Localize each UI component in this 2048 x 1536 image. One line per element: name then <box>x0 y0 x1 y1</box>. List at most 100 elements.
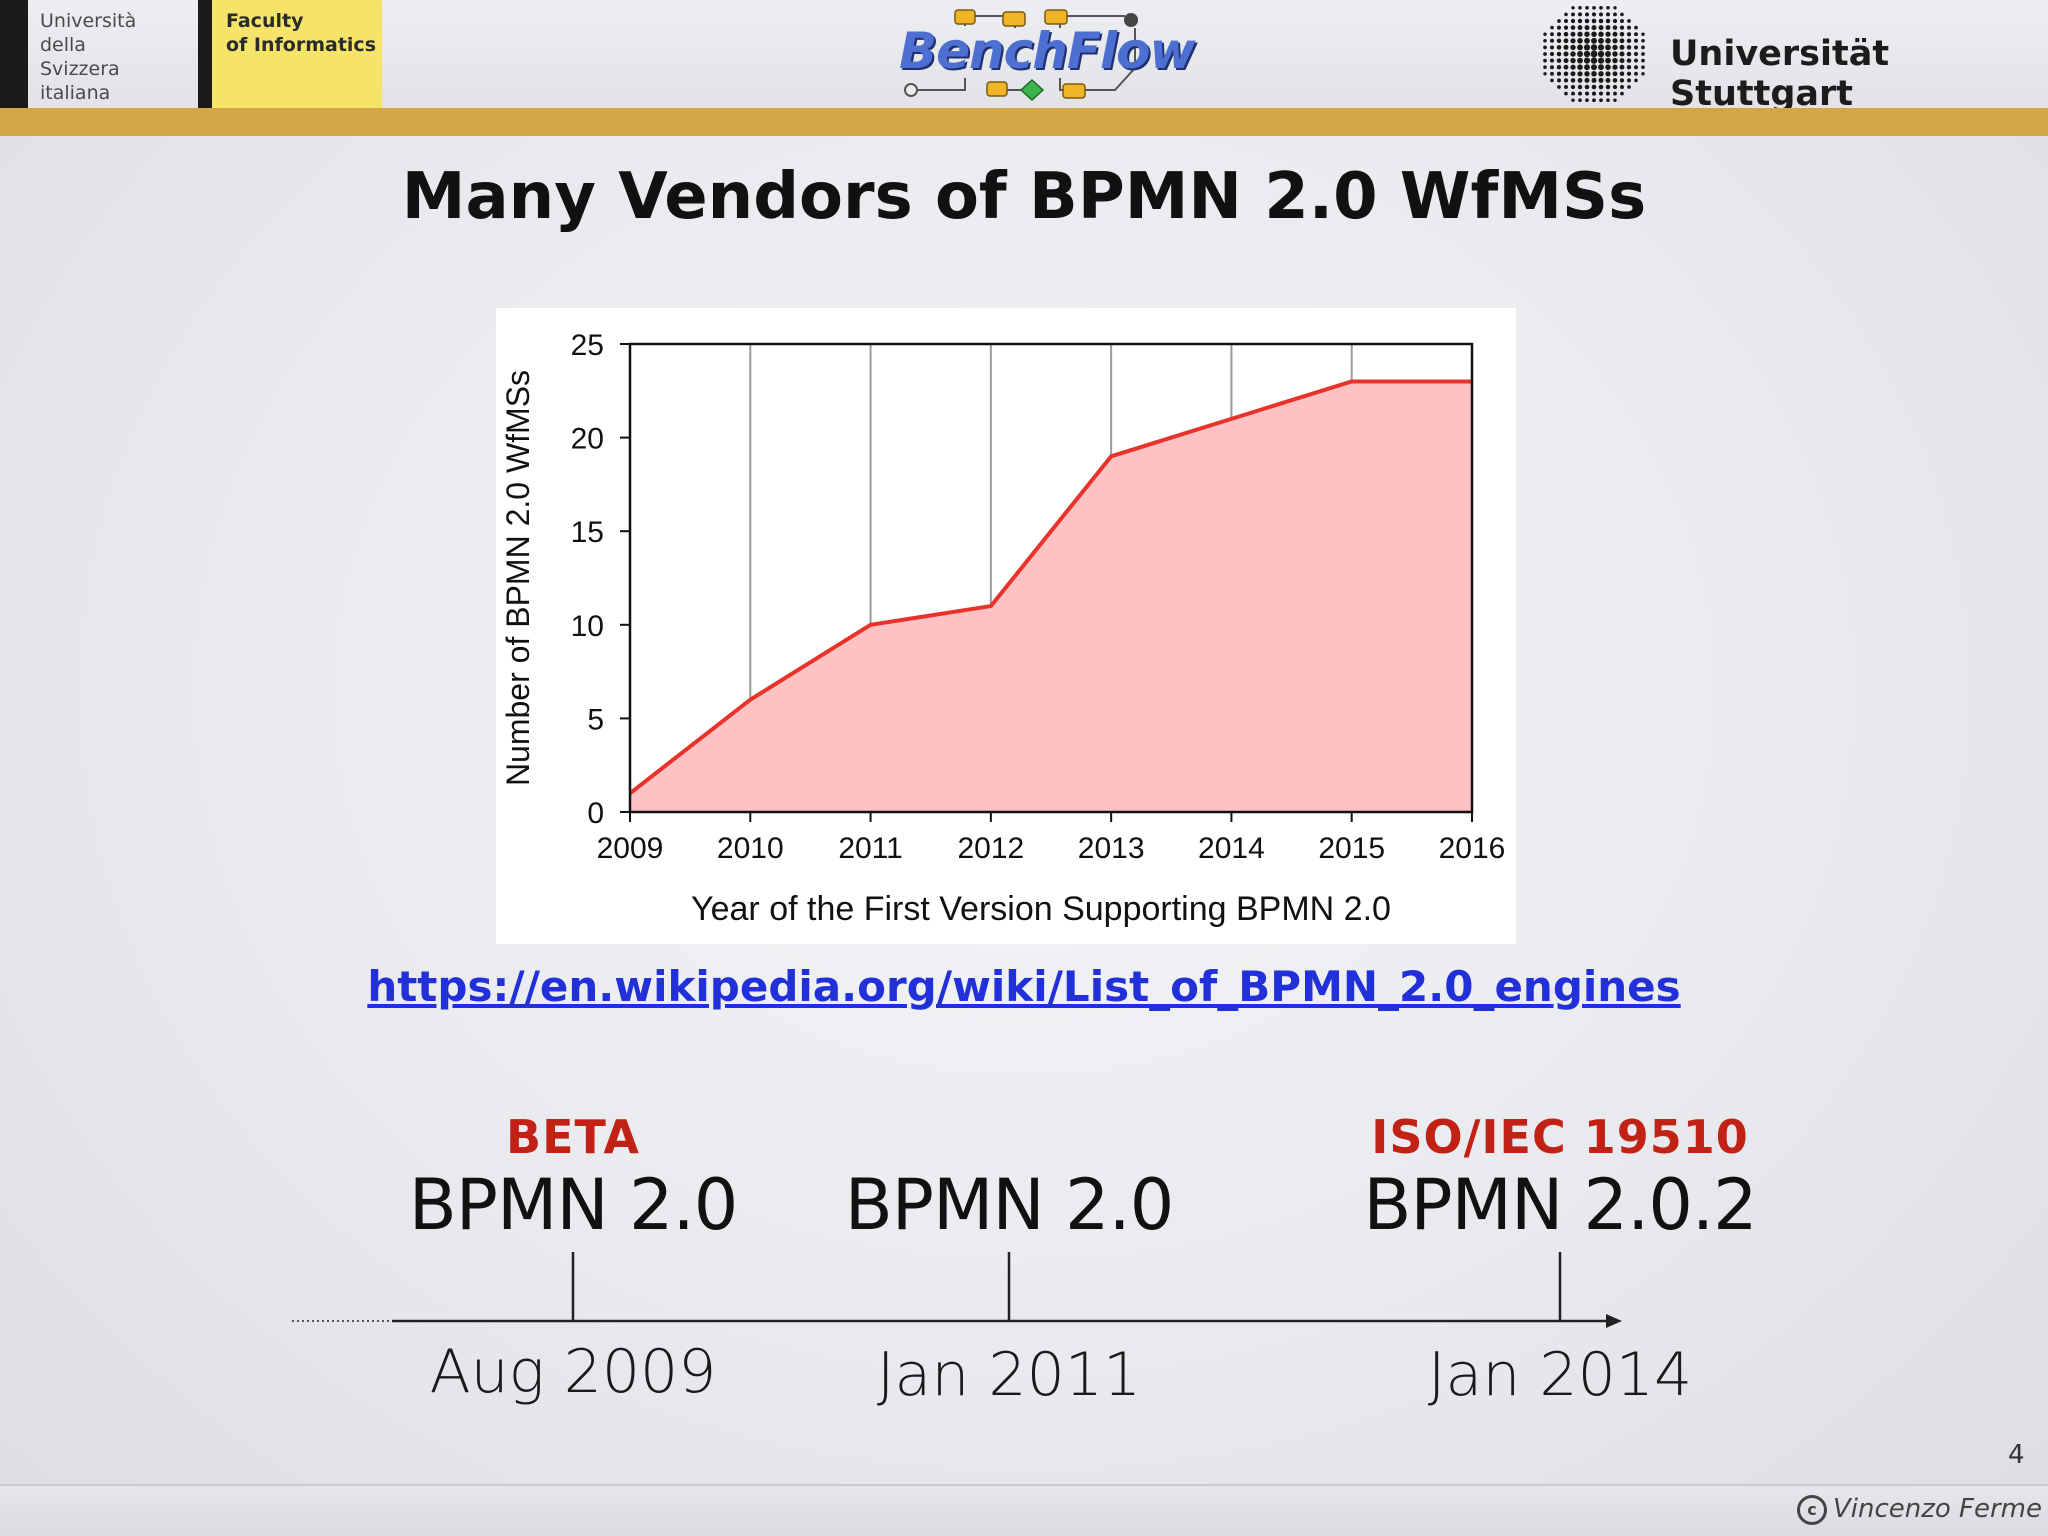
chart-x-tick-label: 2015 <box>1318 832 1385 865</box>
milestone-date: Aug 2009 <box>429 1337 717 1407</box>
stuttgart-dot <box>1557 25 1561 30</box>
stuttgart-dot <box>1626 64 1632 70</box>
faculty-line: Faculty <box>226 10 304 32</box>
stuttgart-dot <box>1564 19 1568 23</box>
stuttgart-dot <box>1550 71 1554 76</box>
stuttgart-dot <box>1583 57 1591 64</box>
stuttgart-dot <box>1577 57 1583 64</box>
benchflow-logo-text: BenchFlow <box>899 22 1196 80</box>
stuttgart-dot <box>1543 52 1547 56</box>
stuttgart-dot <box>1543 45 1547 50</box>
stuttgart-dot <box>1612 18 1618 24</box>
stuttgart-dot <box>1591 37 1597 44</box>
stuttgart-dot <box>1549 38 1555 43</box>
stuttgart-dot <box>1626 58 1632 63</box>
stuttgart-dot <box>1605 71 1611 77</box>
usi-line: Università <box>40 10 137 32</box>
stuttgart-dot <box>1599 5 1603 10</box>
stuttgart-dot <box>1557 19 1561 23</box>
stuttgart-dot <box>1606 98 1610 102</box>
stuttgart-dot <box>1626 51 1632 57</box>
stuttgart-dot <box>1641 45 1645 50</box>
faculty-text: Faculty of Informatics <box>226 9 376 57</box>
stuttgart-dot <box>1592 98 1596 103</box>
stuttgart-dot <box>1584 77 1590 83</box>
stuttgart-dot <box>1605 31 1611 37</box>
stuttgart-dot <box>1598 25 1604 31</box>
faculty-line: of Informatics <box>226 34 377 56</box>
stuttgart-dot <box>1619 78 1625 83</box>
stuttgart-dot <box>1612 25 1618 30</box>
stuttgart-dot <box>1591 31 1597 37</box>
stuttgart-dot <box>1577 64 1583 70</box>
stuttgart-dot <box>1577 44 1583 51</box>
stuttgart-dot <box>1605 25 1611 31</box>
milestone-date: Jan 2011 <box>876 1340 1142 1410</box>
stuttgart-dot <box>1591 84 1597 90</box>
stuttgart-dot <box>1570 71 1576 77</box>
stuttgart-dot <box>1564 12 1568 17</box>
stuttgart-dot <box>1571 6 1575 10</box>
stuttgart-dot <box>1627 78 1631 83</box>
stuttgart-dot <box>1590 50 1598 58</box>
stuttgart-dot <box>1590 44 1598 51</box>
stuttgart-dot <box>1591 71 1597 77</box>
chart-y-tick-label: 20 <box>571 423 604 456</box>
stuttgart-dot <box>1605 77 1611 83</box>
usi-line: italiana <box>40 82 111 104</box>
chart-x-tick-label: 2012 <box>957 832 1024 865</box>
stuttgart-dot <box>1605 64 1611 70</box>
timeline-milestone: BETA BPMN 2.0 <box>373 1110 773 1246</box>
milestone-date: Jan 2014 <box>1427 1340 1693 1410</box>
milestone-version: BPMN 2.0 <box>408 1164 739 1246</box>
stuttgart-dot <box>1634 32 1638 37</box>
stuttgart-dot <box>1620 85 1624 89</box>
stuttgart-dot <box>1605 44 1611 51</box>
stuttgart-dot <box>1634 71 1638 76</box>
stuttgart-dot <box>1612 44 1618 51</box>
stuttgart-dot <box>1584 12 1590 17</box>
stuttgart-dot <box>1585 98 1589 103</box>
stuttgart-dot <box>1619 71 1625 77</box>
chart-y-tick-label: 25 <box>571 329 604 362</box>
stuttgart-dot <box>1577 18 1583 24</box>
stuttgart-dot <box>1633 65 1639 70</box>
stuttgart-dot <box>1598 71 1604 77</box>
stuttgart-dot <box>1563 25 1569 30</box>
stuttgart-dot <box>1570 31 1576 37</box>
stuttgart-dot <box>1641 52 1645 56</box>
milestone-version: BPMN 2.0 <box>844 1164 1175 1246</box>
stuttgart-dot <box>1641 65 1645 69</box>
stuttgart-dot <box>1619 38 1625 44</box>
stuttgart-dot <box>1563 38 1569 44</box>
stuttgart-dot <box>1584 31 1590 37</box>
stuttgart-dot <box>1570 64 1576 70</box>
stuttgart-dot <box>1556 45 1562 50</box>
stuttgart-dot <box>1599 98 1603 103</box>
stuttgart-dot <box>1584 84 1590 90</box>
chart-x-tick-label: 2016 <box>1439 832 1506 865</box>
page-number: 4 <box>2008 1440 2025 1470</box>
stuttgart-dot <box>1549 45 1555 50</box>
chart-y-tick-label: 5 <box>587 703 604 736</box>
vendors-area-chart: 0 5 10 15 20 25 2009 2010 2011 2012 2013 2014 2015 20… <box>500 329 1506 928</box>
milestone-badge: ISO/IEC 19510 <box>1371 1110 1749 1164</box>
stuttgart-dot <box>1620 12 1624 17</box>
stuttgart-dot <box>1619 64 1625 70</box>
stuttgart-dot <box>1550 25 1554 30</box>
stuttgart-dot <box>1564 85 1568 89</box>
stuttgart-dot <box>1598 91 1604 96</box>
stuttgart-dot <box>1634 78 1638 83</box>
stuttgart-dot <box>1556 32 1562 37</box>
stuttgart-dot <box>1641 32 1645 36</box>
stuttgart-dot <box>1570 44 1576 51</box>
stuttgart-dot <box>1598 31 1604 37</box>
stuttgart-dot <box>1591 64 1597 71</box>
stuttgart-dot <box>1563 71 1569 77</box>
stuttgart-dot <box>1563 78 1569 83</box>
stuttgart-dot <box>1584 37 1590 44</box>
chart-y-tick-label: 10 <box>571 610 604 643</box>
stuttgart-dot <box>1577 25 1583 31</box>
wikipedia-link[interactable]: https://en.wikipedia.org/wiki/List_of_BP… <box>367 962 1681 1011</box>
stuttgart-dot <box>1641 58 1645 63</box>
